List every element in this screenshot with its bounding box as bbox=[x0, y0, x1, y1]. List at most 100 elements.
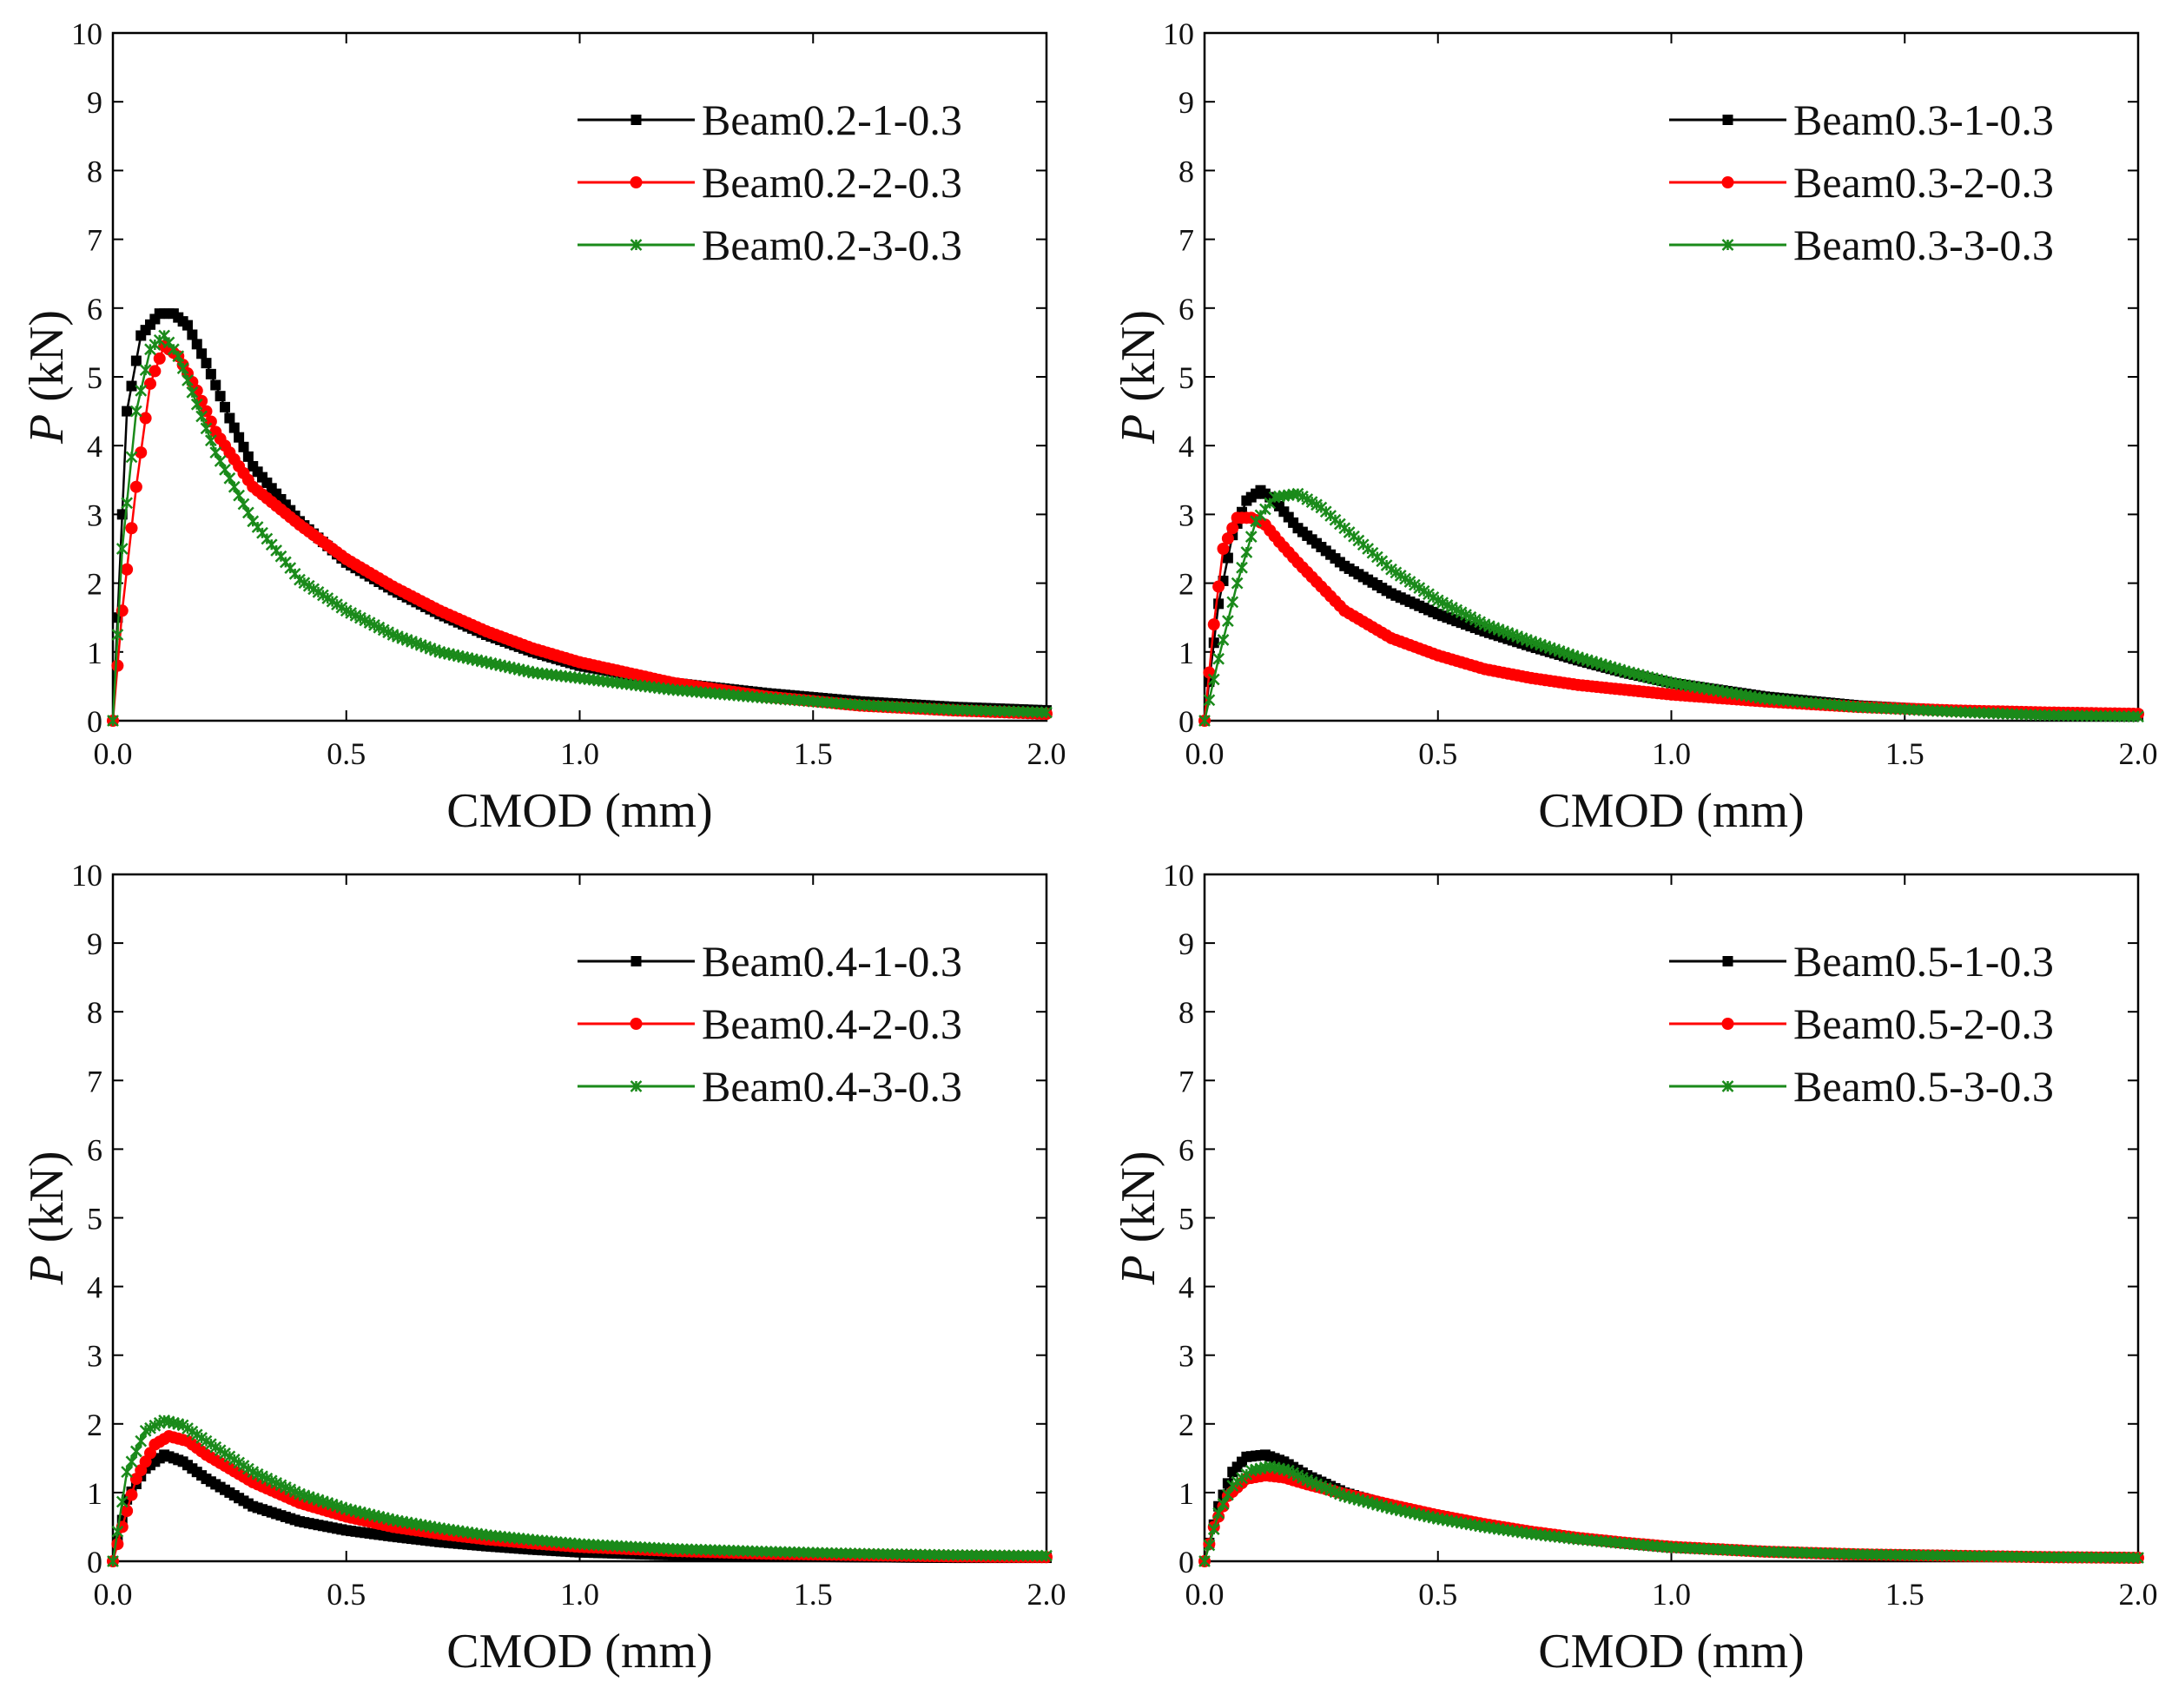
y-tick-label: 1 bbox=[87, 636, 102, 670]
x-tick-label: 1.0 bbox=[560, 1577, 599, 1612]
data-point bbox=[111, 629, 124, 641]
y-tick-label: 2 bbox=[1178, 1408, 1194, 1442]
y-tick-label: 7 bbox=[1178, 223, 1194, 258]
data-point bbox=[190, 398, 203, 411]
legend-marker bbox=[630, 1018, 643, 1030]
y-tick-label: 8 bbox=[87, 995, 102, 1030]
legend-marker bbox=[1721, 1018, 1734, 1030]
legend: Beam0.2-1-0.3 Beam0.2-2-0.3 Beam0.2-3-0.3 bbox=[578, 96, 962, 269]
data-point bbox=[1221, 532, 1234, 545]
x-tick-label: 0.0 bbox=[94, 1577, 133, 1612]
y-tick-label: 5 bbox=[87, 1202, 102, 1236]
y-axis-label-symbol: P bbox=[1112, 1255, 1165, 1285]
data-point bbox=[234, 432, 245, 443]
y-tick-label: 9 bbox=[1178, 85, 1194, 120]
x-axis-label: CMOD (mm) bbox=[446, 1625, 712, 1678]
y-tick-label: 9 bbox=[87, 927, 102, 961]
y-axis-label-unit: (kN) bbox=[20, 1151, 74, 1256]
y-tick-label: 2 bbox=[87, 567, 102, 602]
x-axis-label: CMOD (mm) bbox=[446, 784, 712, 838]
y-tick-label: 6 bbox=[87, 292, 102, 326]
data-point bbox=[144, 377, 156, 390]
data-point bbox=[135, 1434, 148, 1448]
legend-label: Beam0.3-1-0.3 bbox=[1793, 96, 2054, 144]
data-point bbox=[220, 401, 230, 412]
data-point bbox=[1217, 543, 1230, 555]
data-point bbox=[1221, 615, 1234, 628]
legend-label: Beam0.4-2-0.3 bbox=[702, 999, 962, 1048]
x-tick-label: 1.5 bbox=[794, 1577, 833, 1612]
y-tick-label: 5 bbox=[1178, 1202, 1194, 1236]
y-axis-label-unit: (kN) bbox=[1112, 1151, 1165, 1256]
data-point bbox=[215, 391, 226, 402]
data-point bbox=[2132, 1552, 2144, 1564]
data-point bbox=[1226, 596, 1239, 609]
data-point bbox=[149, 365, 162, 378]
y-tick-label: 0 bbox=[87, 1545, 102, 1579]
data-point bbox=[242, 451, 254, 462]
data-point bbox=[121, 563, 134, 576]
series-Beam0.2-3-0.3 bbox=[107, 329, 1053, 727]
y-tick-label: 7 bbox=[87, 1064, 102, 1098]
chart-panel-1: 0 1 2 3 4 5 6 7 8 9 10 0.0 0.5 1.0 1.5 2.0 CMOD (mm) P (k… bbox=[20, 16, 1066, 838]
data-point bbox=[126, 380, 137, 392]
y-tick-label: 5 bbox=[1178, 360, 1194, 395]
x-tick-label: 1.5 bbox=[1885, 1577, 1924, 1612]
data-point bbox=[191, 339, 202, 350]
data-point bbox=[1236, 561, 1248, 574]
y-tick-label: 1 bbox=[87, 1476, 102, 1511]
y-axis-label-unit: (kN) bbox=[20, 310, 74, 414]
x-tick-label: 0.0 bbox=[1185, 1577, 1225, 1612]
data-point bbox=[182, 374, 194, 386]
legend-marker bbox=[630, 1080, 643, 1092]
y-tick-label: 3 bbox=[87, 1339, 102, 1374]
data-point bbox=[210, 379, 221, 391]
x-tick-label: 0.5 bbox=[327, 736, 366, 771]
data-point bbox=[186, 386, 199, 399]
data-point bbox=[187, 329, 198, 340]
y-axis-label: P (kN) bbox=[20, 310, 74, 445]
data-point bbox=[205, 368, 216, 379]
data-point bbox=[116, 1495, 129, 1508]
y-axis-label-symbol: P bbox=[1112, 414, 1165, 445]
x-tick-label: 2.0 bbox=[1027, 736, 1066, 771]
legend-marker bbox=[1721, 1080, 1734, 1092]
y-tick-label: 4 bbox=[1178, 429, 1194, 464]
series-Beam0.5-3-0.3 bbox=[1198, 1460, 2144, 1567]
data-point bbox=[125, 451, 138, 464]
data-point bbox=[111, 1538, 124, 1551]
data-point bbox=[238, 441, 249, 452]
legend-marker bbox=[630, 956, 642, 966]
data-point bbox=[1040, 1549, 1053, 1562]
chart-panel-2: 0 1 2 3 4 5 6 7 8 9 10 0.0 0.5 1.0 1.5 2.0 CMOD (mm) P (k… bbox=[1112, 16, 2158, 838]
data-point bbox=[129, 1445, 142, 1458]
y-tick-label: 0 bbox=[87, 704, 102, 739]
y-tick-label: 1 bbox=[1178, 1476, 1194, 1511]
y-axis-label-symbol: P bbox=[20, 414, 74, 445]
x-tick-label: 1.0 bbox=[560, 736, 599, 771]
chart-panel-3: 0 1 2 3 4 5 6 7 8 9 10 0.0 0.5 1.0 1.5 2.0 CMOD (mm) P (k… bbox=[20, 858, 1066, 1678]
data-point bbox=[139, 412, 152, 425]
y-tick-label: 6 bbox=[87, 1132, 102, 1167]
data-point bbox=[1212, 580, 1225, 593]
series-Beam0.3-3-0.3 bbox=[1198, 487, 2144, 727]
y-tick-label: 8 bbox=[1178, 154, 1194, 188]
x-tick-label: 2.0 bbox=[2119, 736, 2158, 771]
data-point bbox=[1198, 1555, 1211, 1567]
data-point bbox=[1212, 652, 1225, 665]
legend-label: Beam0.5-1-0.3 bbox=[1793, 937, 2054, 986]
data-point bbox=[182, 320, 193, 331]
legend: Beam0.5-1-0.3 Beam0.5-2-0.3 Beam0.5-3-0.3 bbox=[1669, 937, 2054, 1111]
y-axis-label-unit: (kN) bbox=[1112, 310, 1165, 414]
legend: Beam0.3-1-0.3 Beam0.3-2-0.3 Beam0.3-3-0.3 bbox=[1669, 96, 2054, 269]
x-tick-label: 0.5 bbox=[327, 1577, 366, 1612]
x-axis-label: CMOD (mm) bbox=[1538, 1625, 1804, 1678]
data-point bbox=[204, 434, 217, 447]
x-tick-label: 0.0 bbox=[1185, 736, 1225, 771]
series-Beam0.3-2-0.3 bbox=[1198, 511, 2144, 727]
y-tick-label: 0 bbox=[1178, 704, 1194, 739]
data-point bbox=[1207, 673, 1220, 686]
y-tick-label: 8 bbox=[1178, 995, 1194, 1030]
data-point bbox=[1040, 706, 1053, 719]
legend-label: Beam0.4-1-0.3 bbox=[702, 937, 962, 986]
